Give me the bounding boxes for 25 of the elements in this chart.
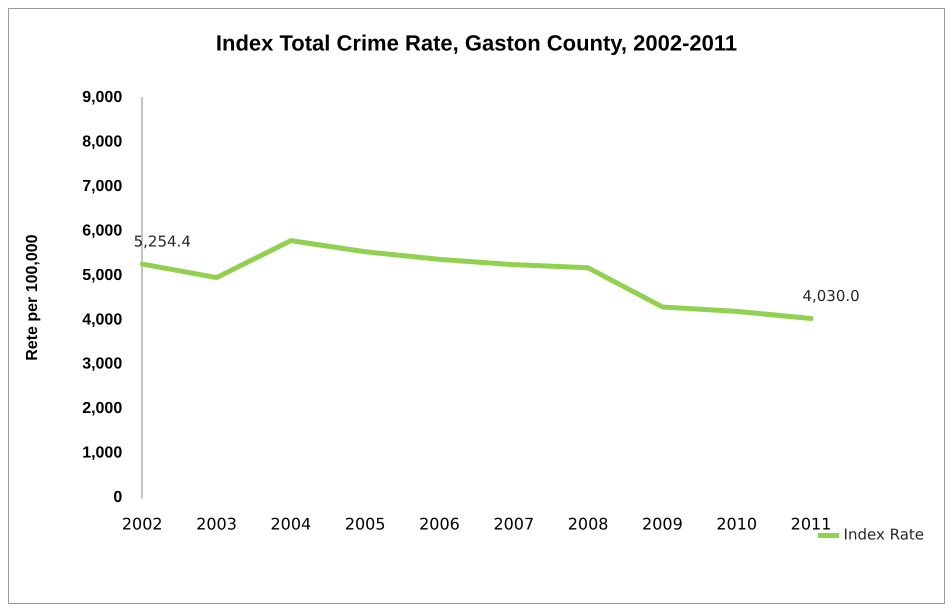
y-tick-label: 4,000 (82, 311, 122, 328)
y-tick-label: 7,000 (82, 178, 122, 195)
y-tick-label: 9,000 (82, 88, 122, 106)
data-label: 4,030.0 (802, 286, 860, 305)
y-tick-label: 0 (113, 489, 122, 506)
x-tick-label: 2010 (716, 514, 758, 534)
x-tick-label: 2008 (568, 514, 608, 534)
y-tick-label: 3,000 (82, 356, 122, 373)
y-axis-title: Rete per 100,000 (24, 234, 42, 361)
y-tick-label: 5,000 (82, 266, 122, 284)
x-tick-label: 2002 (122, 514, 163, 534)
x-tick-label: 2011 (790, 514, 832, 534)
x-tick-label: 2004 (270, 514, 312, 534)
legend-label: Index Rate (844, 525, 924, 544)
y-tick-label: 2,000 (82, 400, 122, 418)
x-tick-label: 2009 (642, 514, 683, 534)
y-tick-label: 8,000 (82, 133, 122, 150)
y-tick-label: 1,000 (82, 444, 122, 462)
y-tick-label: 6,000 (82, 222, 122, 240)
chart-title: Index Total Crime Rate, Gaston County, 2002-2011 (216, 30, 738, 56)
x-tick-label: 2005 (344, 514, 386, 534)
data-label: 5,254.4 (134, 232, 191, 250)
x-tick-label: 2007 (493, 514, 534, 534)
x-tick-label: 2003 (196, 514, 237, 534)
x-tick-label: 2006 (419, 514, 460, 534)
